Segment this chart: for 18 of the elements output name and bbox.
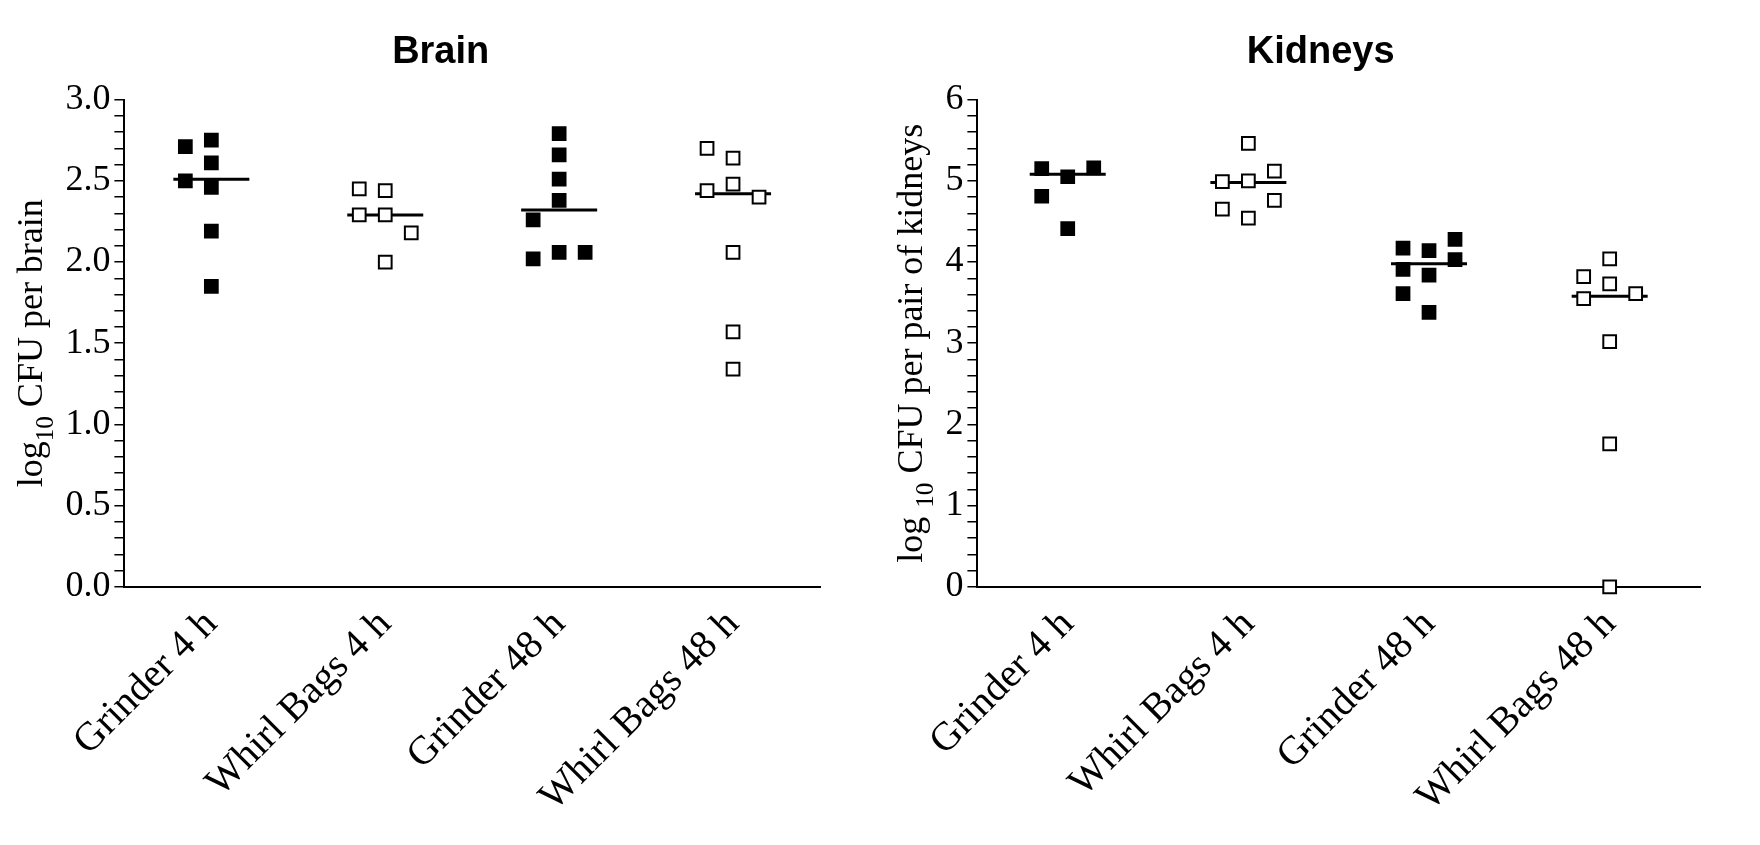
- y-tick-label: 4: [945, 239, 964, 280]
- y-axis-title: log 10 CFU per pair of kidneys: [890, 123, 939, 563]
- y-tick-label: 0: [945, 564, 964, 605]
- y-tick-label: 2.0: [65, 239, 111, 280]
- y-tick-label: 1: [945, 483, 964, 524]
- y-tick-label: 3.0: [65, 77, 111, 118]
- y-axis-title: log10 CFU per brain: [10, 199, 59, 488]
- y-tick-label: 1.5: [65, 320, 111, 361]
- y-tick-label: 6: [945, 77, 964, 118]
- y-tick-label: 3: [945, 320, 964, 361]
- y-tick-label: 2: [945, 401, 964, 442]
- y-tick-label: 2.5: [65, 158, 111, 199]
- chart-title: Brain: [392, 29, 490, 72]
- y-tick-label: 0.5: [65, 483, 111, 524]
- y-tick-label: 0.0: [65, 564, 111, 605]
- y-tick-label: 5: [945, 158, 964, 199]
- y-tick-label: 1.0: [65, 401, 111, 442]
- chart-title: Kidneys: [1246, 29, 1395, 72]
